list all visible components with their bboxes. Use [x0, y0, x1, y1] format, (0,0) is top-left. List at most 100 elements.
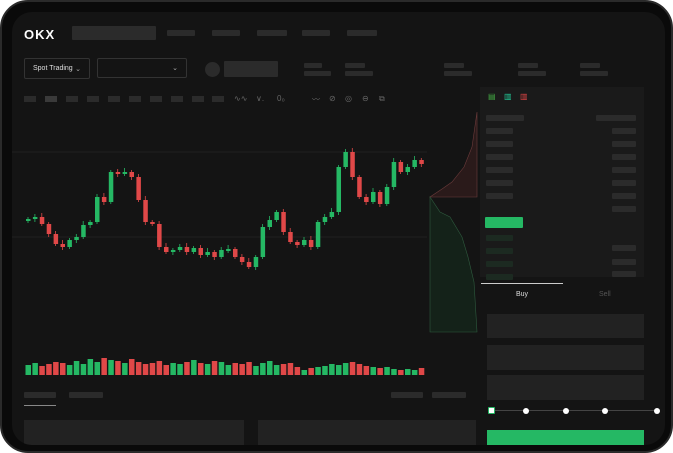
stat-value — [580, 71, 608, 76]
candle-body — [398, 162, 404, 172]
slider-step[interactable] — [563, 408, 569, 414]
timeframe-button[interactable] — [192, 96, 204, 102]
volume-bar — [184, 362, 190, 375]
search-bar[interactable] — [72, 26, 156, 40]
indicator-icon[interactable]: ∿∿ — [234, 94, 248, 103]
candle-body — [164, 247, 169, 252]
candle-body — [122, 172, 128, 174]
line-tool-icon[interactable]: 〰 — [312, 95, 320, 104]
candle-body — [60, 244, 65, 247]
slider-track[interactable] — [491, 410, 659, 411]
filter-button[interactable] — [432, 392, 466, 398]
timeframe-button[interactable] — [24, 96, 36, 102]
candle-body — [384, 187, 390, 204]
bid-size — [612, 245, 636, 251]
candle-body — [95, 197, 100, 222]
timeframe-button[interactable] — [108, 96, 120, 102]
candle-body — [157, 224, 162, 247]
pair-select[interactable]: ⌄ — [97, 58, 187, 78]
tab-sell[interactable]: Sell — [599, 291, 611, 298]
positions-panel — [24, 420, 244, 445]
stat-value — [304, 71, 331, 76]
pen-icon[interactable]: ⊘ — [329, 94, 336, 103]
timeframe-button[interactable] — [129, 96, 141, 102]
orderbook-both-icon[interactable]: ▤ — [488, 92, 496, 101]
candle-body — [32, 217, 38, 219]
slider-step[interactable] — [523, 408, 529, 414]
volume-bar — [225, 365, 232, 375]
candle-body — [315, 222, 321, 247]
ask-price — [486, 128, 513, 134]
timeframe-button[interactable] — [212, 96, 224, 102]
chevron-down-icon: ⌄ — [172, 65, 178, 72]
candlestick-chart[interactable] — [12, 107, 482, 377]
chart-type-icon[interactable]: ∨. — [256, 94, 265, 103]
nav-item[interactable] — [347, 30, 377, 36]
amount-input[interactable] — [487, 345, 644, 370]
orderbook-header — [486, 115, 524, 121]
ask-price — [486, 141, 513, 147]
candle-body — [239, 257, 245, 262]
buy-button[interactable] — [487, 430, 644, 445]
volume-bar — [405, 369, 411, 375]
stat-label — [444, 63, 464, 68]
market-select[interactable]: Spot Trading ⌄ — [24, 58, 90, 79]
volume-bar — [101, 358, 107, 375]
candle-body — [364, 197, 369, 202]
fullscreen-icon[interactable]: ⧉ — [379, 94, 385, 103]
volume-bar — [253, 366, 259, 375]
timeframe-button[interactable] — [66, 96, 78, 102]
stat-value — [345, 71, 373, 76]
candle-body — [108, 172, 114, 202]
stat-value — [444, 71, 472, 76]
timeframe-button[interactable] — [171, 96, 183, 102]
ask-size — [612, 141, 636, 147]
target-icon[interactable]: ◎ — [345, 94, 352, 103]
stat-label — [580, 63, 600, 68]
price-input[interactable] — [487, 314, 644, 338]
tab-order-history[interactable] — [69, 392, 103, 398]
stat-label — [518, 63, 538, 68]
timeframe-button[interactable] — [87, 96, 99, 102]
slider-step[interactable] — [602, 408, 608, 414]
filter-button[interactable] — [391, 392, 423, 398]
candle-body — [391, 162, 397, 187]
ask-size — [612, 128, 636, 134]
nav-item[interactable] — [212, 30, 240, 36]
volume-bar — [135, 362, 142, 375]
candle-body — [343, 152, 348, 167]
total-input[interactable] — [487, 375, 644, 400]
volume-bar — [267, 361, 273, 375]
volume-bar — [342, 363, 349, 375]
ask-price — [486, 180, 513, 186]
volume-bar — [80, 364, 87, 375]
volume-bar — [170, 363, 176, 375]
slider-step[interactable] — [654, 408, 660, 414]
volume-bar — [32, 363, 38, 375]
candle-body — [184, 247, 190, 252]
orderbook-asks-icon[interactable]: ▥ — [520, 92, 528, 101]
timeframe-button[interactable] — [150, 96, 162, 102]
volume-bar — [322, 366, 328, 375]
nav-item[interactable] — [167, 30, 195, 36]
slider-handle[interactable] — [488, 407, 495, 414]
nav-item[interactable] — [302, 30, 330, 36]
orderbook-bids-icon[interactable]: ▥ — [504, 92, 512, 101]
volume-bar — [370, 367, 376, 375]
candle-body — [53, 234, 59, 244]
volume-bar — [156, 361, 163, 375]
tab-open-orders[interactable] — [24, 392, 56, 398]
candle-body — [281, 212, 286, 232]
candle-body — [67, 240, 72, 247]
tab-buy[interactable]: Buy — [516, 291, 529, 298]
volume-bar — [108, 360, 114, 375]
volume-bar — [384, 367, 390, 375]
fx-icon[interactable]: 0₀ — [277, 94, 285, 103]
volume-bar — [25, 365, 31, 375]
timeframe-button[interactable] — [45, 96, 57, 102]
settings-icon[interactable]: ⊖ — [362, 94, 369, 103]
volume-bar — [211, 361, 218, 375]
nav-item[interactable] — [257, 30, 287, 36]
last-price — [485, 217, 523, 228]
